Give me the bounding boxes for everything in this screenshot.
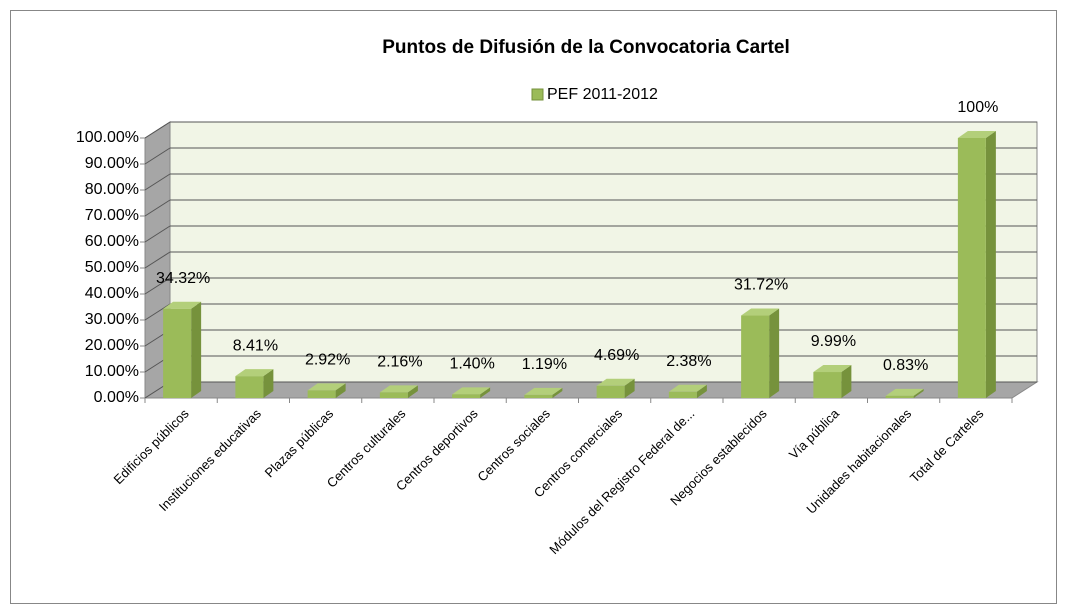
bar xyxy=(524,394,553,398)
legend-swatch xyxy=(531,88,544,101)
bar xyxy=(235,376,264,398)
y-tick-label: 70.00% xyxy=(85,207,139,224)
y-tick-label: 50.00% xyxy=(85,259,139,276)
legend-label: PEF 2011-2012 xyxy=(547,86,658,103)
bar-side xyxy=(769,308,780,398)
y-tick-label: 20.00% xyxy=(85,337,139,354)
grid-line xyxy=(144,303,171,321)
chart-title: Puntos de Difusión de la Convocatoria Ca… xyxy=(382,37,790,58)
value-label: 34.32% xyxy=(156,270,210,287)
bar-side xyxy=(335,383,346,398)
bar xyxy=(957,138,986,398)
value-label: 2.92% xyxy=(305,352,350,369)
grid-line xyxy=(144,225,171,243)
bar-top xyxy=(885,388,924,396)
value-label: 4.69% xyxy=(594,347,639,364)
bar xyxy=(379,392,408,398)
grid-line xyxy=(144,277,171,295)
bar-side xyxy=(480,387,491,398)
bar-top xyxy=(957,131,996,138)
y-tick-label: 10.00% xyxy=(85,363,139,380)
bar xyxy=(668,391,697,398)
value-label: 2.16% xyxy=(377,354,422,371)
y-tick-label: 60.00% xyxy=(85,233,139,250)
bar-side xyxy=(552,387,563,398)
bar-top xyxy=(524,387,563,395)
bar-top xyxy=(813,365,852,373)
value-label: 31.72% xyxy=(734,277,788,294)
bar-side xyxy=(191,301,202,398)
bar xyxy=(163,308,192,398)
grid-line xyxy=(144,199,171,217)
y-tick-label: 0.00% xyxy=(94,389,139,406)
grid-line xyxy=(144,251,171,269)
bar-top xyxy=(741,308,780,316)
bar xyxy=(741,315,770,398)
grid-line xyxy=(144,173,171,191)
bar-side xyxy=(696,384,707,398)
bar xyxy=(452,394,481,398)
bar-top xyxy=(596,378,635,386)
bar-side xyxy=(841,365,852,398)
bar xyxy=(813,372,842,398)
value-label: 8.41% xyxy=(233,337,278,354)
bar xyxy=(596,385,625,398)
bar-top xyxy=(668,384,707,392)
y-tick-label: 40.00% xyxy=(85,285,139,302)
value-label: 1.40% xyxy=(449,356,494,373)
grid-line xyxy=(144,121,171,139)
bar-top xyxy=(452,387,491,395)
y-tick-label: 30.00% xyxy=(85,311,139,328)
bar-side xyxy=(913,388,924,398)
y-tick-label: 90.00% xyxy=(85,155,139,172)
bar-top xyxy=(235,369,274,377)
y-tick-label: 80.00% xyxy=(85,181,139,198)
bar-side xyxy=(263,369,274,398)
value-label: 2.38% xyxy=(666,353,711,370)
bar-top xyxy=(163,301,202,309)
bar xyxy=(885,395,914,398)
y-tick-label: 100.00% xyxy=(76,129,139,146)
value-label: 9.99% xyxy=(811,333,856,350)
bar-top xyxy=(307,383,346,391)
bar-side xyxy=(985,131,996,398)
value-label: 0.83% xyxy=(883,357,928,374)
bar-side xyxy=(624,378,635,398)
bar-side xyxy=(407,385,418,398)
bar-top xyxy=(379,385,418,393)
value-label: 100% xyxy=(957,99,998,116)
value-label: 1.19% xyxy=(522,356,567,373)
bar xyxy=(307,390,336,398)
grid-line xyxy=(144,147,171,165)
